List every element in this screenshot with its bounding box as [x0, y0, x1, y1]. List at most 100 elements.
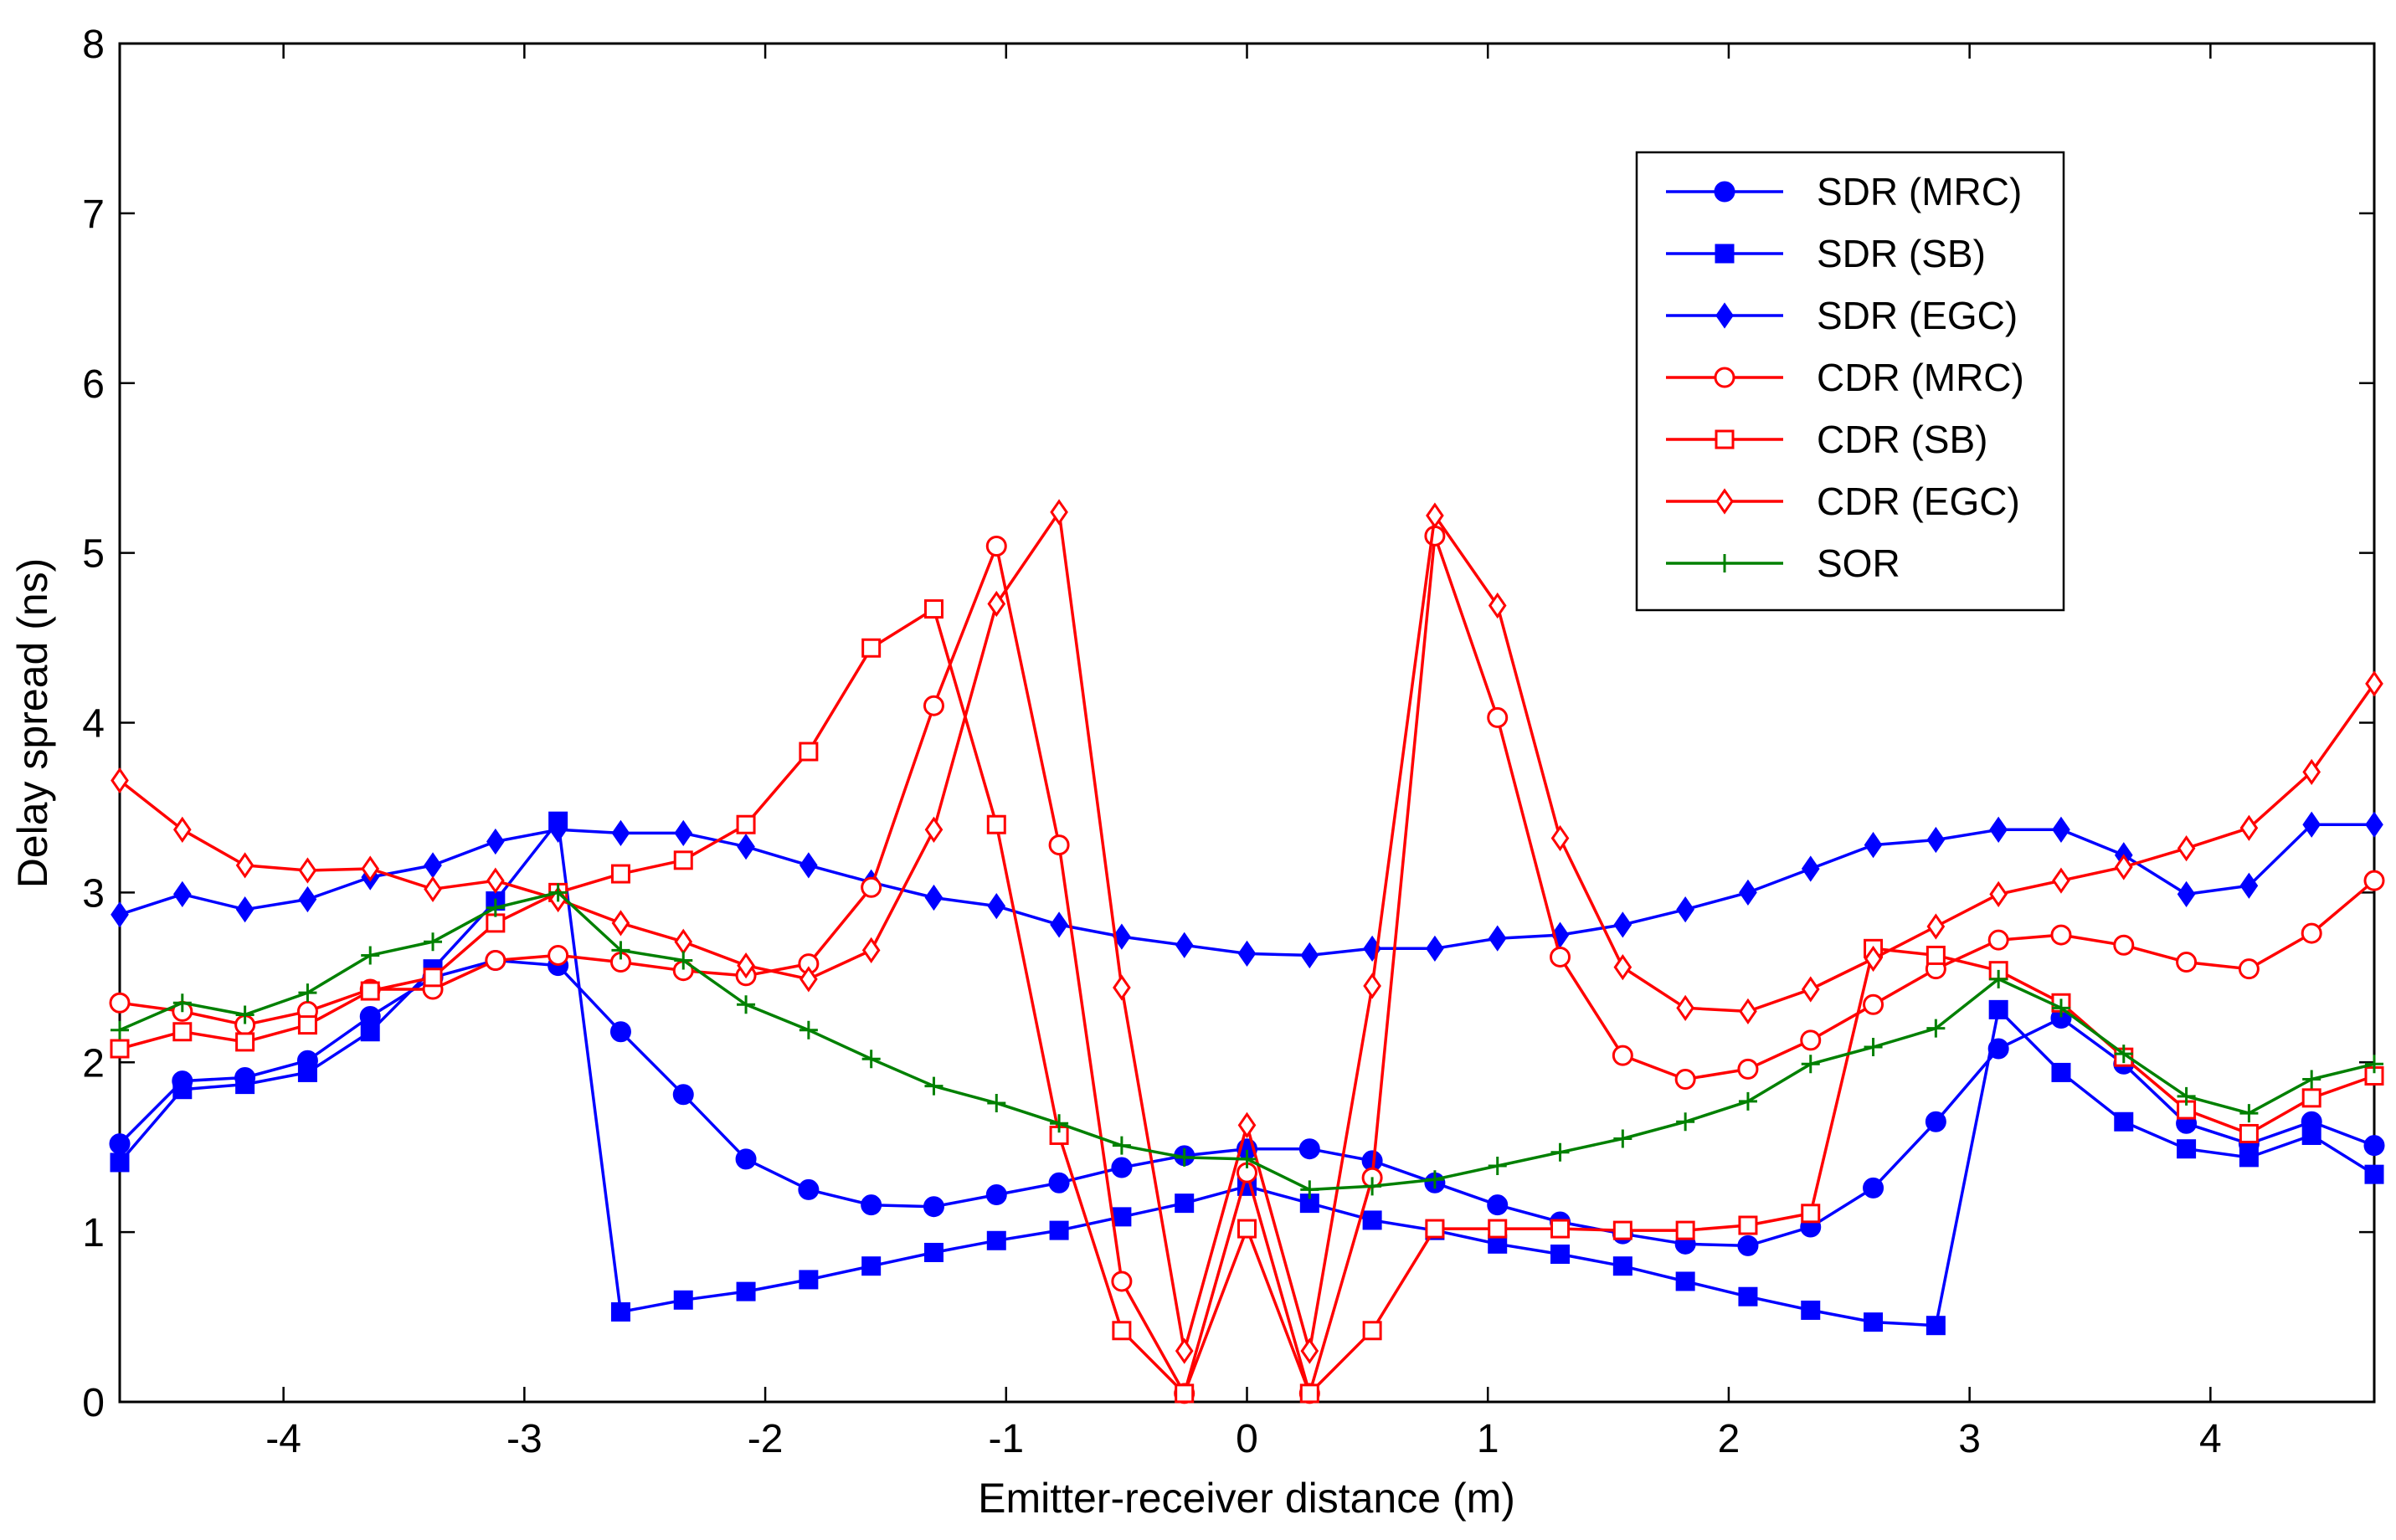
y-axis-ticks: 0 1 2 3 4 5 6 7 8: [82, 23, 2374, 1425]
data-point: [486, 898, 505, 917]
legend-marker: [1714, 181, 1735, 203]
data-point: [611, 941, 630, 960]
data-point: [798, 1178, 820, 1200]
y-tick-label: 2: [82, 1041, 105, 1086]
data-point: [1363, 1177, 1382, 1196]
data-point: [486, 913, 506, 933]
data-point: [799, 1020, 818, 1040]
series-sor: [111, 883, 2383, 1199]
x-tick-label: -1: [988, 1417, 1024, 1461]
data-point: [2239, 1104, 2259, 1123]
data-point: [1550, 824, 1570, 852]
data-point: [737, 833, 755, 860]
data-point: [800, 966, 818, 993]
data-point: [1550, 1142, 1570, 1162]
data-point: [2302, 758, 2321, 785]
data-point: [924, 816, 943, 843]
data-point: [2177, 1086, 2196, 1106]
data-point: [1676, 896, 1694, 923]
legend-label: SOR: [1817, 542, 1900, 585]
series-cdr-egc: [111, 499, 2383, 1364]
data-point: [172, 816, 192, 843]
data-point: [2052, 816, 2070, 843]
data-point: [2114, 1045, 2133, 1064]
data-point: [1049, 1220, 1069, 1240]
data-point: [1737, 1058, 1759, 1080]
x-axis-ticks: -4 -3 -2 -1 0 1 2 3 4: [265, 44, 2222, 1461]
legend-label: CDR (EGC): [1817, 480, 2020, 523]
data-point: [1738, 1286, 1758, 1306]
data-point: [1987, 1038, 2009, 1060]
data-point: [2114, 854, 2133, 880]
data-point: [2239, 814, 2259, 841]
x-tick-label: -4: [265, 1417, 301, 1461]
data-point: [923, 1196, 944, 1218]
data-point: [1989, 816, 2008, 843]
data-point: [1488, 1219, 1508, 1239]
data-point: [985, 1183, 1007, 1205]
x-axis-label: Emitter-receiver distance (m): [978, 1475, 1515, 1522]
data-point: [1800, 1029, 1822, 1051]
data-point: [2176, 952, 2198, 973]
x-tick-label: -2: [748, 1417, 784, 1461]
legend-marker: [1715, 244, 1735, 264]
data-point: [923, 695, 944, 716]
data-point: [1925, 1111, 1946, 1132]
data-point: [861, 937, 881, 963]
data-point: [1801, 1300, 1821, 1320]
data-point: [986, 1230, 1006, 1250]
x-tick-label: 2: [1718, 1417, 1740, 1461]
legend-label: SDR (SB): [1817, 232, 1986, 275]
data-point: [1426, 502, 1444, 529]
y-tick-label: 6: [82, 362, 105, 407]
data-point: [2050, 924, 2072, 946]
data-point: [1550, 946, 1571, 968]
data-point: [799, 1270, 819, 1290]
data-point: [424, 875, 442, 902]
data-point: [2364, 1164, 2384, 1184]
data-point: [1676, 994, 1694, 1021]
legend: SDR (MRC) SDR (SB) SDR (EGC) CDR (MRC) CDR (…: [1635, 151, 2065, 612]
data-point: [1175, 1383, 1195, 1404]
data-point: [109, 1133, 131, 1155]
legend-entry: SOR: [1666, 542, 1900, 585]
data-point: [1300, 1180, 1319, 1199]
data-point: [1050, 499, 1068, 526]
data-point: [1425, 1170, 1444, 1189]
data-point: [1675, 1271, 1695, 1291]
data-point: [2301, 922, 2322, 944]
legend-marker: [1715, 429, 1735, 449]
data-point: [423, 968, 443, 988]
data-point: [1801, 1204, 1821, 1224]
data-point: [111, 767, 129, 794]
data-point: [673, 1290, 693, 1310]
data-point: [110, 1152, 130, 1173]
data-point: [424, 932, 443, 952]
y-tick-label: 4: [82, 702, 105, 747]
data-point: [985, 536, 1007, 557]
data-point: [1111, 1270, 1133, 1292]
data-point: [986, 814, 1006, 834]
legend-marker: [1715, 302, 1734, 329]
data-point: [673, 850, 693, 870]
data-point: [1488, 1157, 1507, 1175]
data-point: [736, 1281, 756, 1301]
data-point: [861, 1256, 882, 1276]
data-point: [1488, 925, 1507, 952]
data-point: [1175, 1147, 1194, 1167]
legend-box: [1635, 151, 2065, 612]
series-layer: [109, 499, 2385, 1404]
data-point: [1112, 1207, 1132, 1227]
data-point: [2238, 958, 2260, 980]
data-point: [610, 1301, 630, 1322]
data-point: [923, 1242, 943, 1262]
legend-entry: CDR (EGC): [1666, 480, 2020, 523]
y-tick-label: 0: [82, 1381, 105, 1425]
data-point: [674, 951, 693, 970]
data-point: [2177, 834, 2196, 862]
data-point: [172, 993, 192, 1013]
data-point: [111, 901, 129, 928]
data-point: [2302, 811, 2321, 838]
data-point: [1362, 1321, 1382, 1341]
data-point: [735, 1148, 757, 1170]
